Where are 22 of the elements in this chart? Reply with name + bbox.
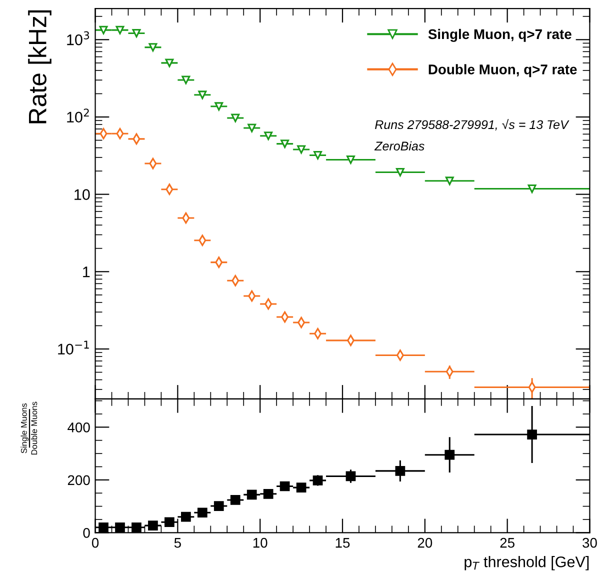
y-tick-label: 10$^{−1}$	[58, 340, 89, 355]
y-tick-label: 10	[74, 189, 90, 200]
x-tick-label: 10	[253, 538, 268, 548]
y-tick-label: 10$^{3}$	[67, 31, 90, 46]
x-tick-label: 20	[418, 538, 432, 548]
y-axis-title: Single Muons Double Muons	[20, 402, 38, 455]
x-tick-label: 15	[336, 538, 350, 548]
y-tick-label: 10$^{2}$	[67, 108, 89, 123]
y-tick-label: 200	[68, 475, 90, 486]
y-tick-label: 400	[68, 422, 90, 432]
x-tick-label: 25	[500, 538, 514, 548]
legend-label: Double Muon, q>7 rate	[428, 64, 577, 78]
x-axis-title: p$_{T}$ threshold [GeV]	[464, 556, 589, 570]
x-tick-label: 30	[582, 538, 597, 548]
y-tick-label: 0	[83, 528, 90, 538]
y-axis-title: Rate [kHz]	[28, 10, 52, 124]
x-tick-label: 0	[92, 538, 99, 548]
y-tick-label: 1	[83, 266, 90, 278]
legend-label: Single Muon, q>7 rate	[428, 28, 572, 42]
annotation: Runs 279588-279991, √s = 13 TeV	[375, 119, 570, 131]
annotation: ZeroBias	[374, 141, 424, 151]
x-tick-label: 5	[174, 538, 181, 548]
